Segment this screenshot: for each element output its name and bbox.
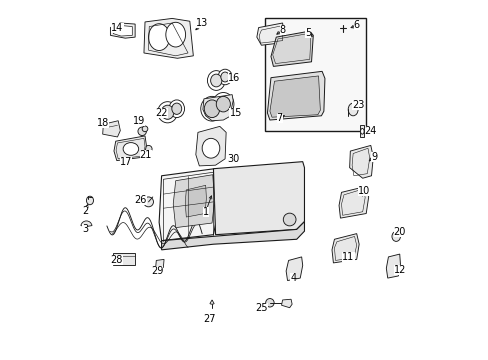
Ellipse shape [201, 96, 223, 121]
Text: 6: 6 [353, 21, 359, 31]
Text: 9: 9 [370, 152, 377, 162]
Polygon shape [173, 175, 214, 228]
Ellipse shape [283, 213, 295, 226]
Ellipse shape [221, 72, 229, 82]
Text: 3: 3 [82, 224, 88, 234]
Text: 16: 16 [227, 73, 240, 83]
Ellipse shape [161, 105, 174, 119]
Text: 30: 30 [226, 154, 239, 164]
Text: 21: 21 [139, 150, 152, 160]
Text: 5: 5 [304, 27, 310, 37]
Wedge shape [209, 300, 214, 304]
Text: 2: 2 [82, 206, 88, 216]
Ellipse shape [123, 143, 139, 155]
Text: 20: 20 [393, 227, 405, 237]
Ellipse shape [210, 74, 222, 87]
Text: 13: 13 [196, 18, 208, 28]
Ellipse shape [158, 102, 177, 123]
Polygon shape [113, 26, 132, 36]
Polygon shape [155, 259, 164, 268]
Polygon shape [110, 23, 135, 38]
Polygon shape [102, 121, 120, 137]
Ellipse shape [207, 71, 224, 90]
Ellipse shape [169, 100, 184, 118]
Ellipse shape [138, 127, 146, 136]
Polygon shape [331, 234, 358, 263]
Text: 15: 15 [229, 108, 242, 118]
Ellipse shape [216, 96, 230, 112]
Polygon shape [161, 222, 304, 250]
Polygon shape [349, 145, 372, 178]
Polygon shape [269, 76, 320, 117]
Polygon shape [195, 126, 225, 166]
Text: 11: 11 [342, 252, 354, 262]
Polygon shape [213, 162, 304, 235]
Ellipse shape [145, 145, 152, 153]
Text: 22: 22 [155, 108, 167, 118]
Polygon shape [338, 186, 368, 218]
Ellipse shape [265, 298, 274, 307]
Text: 12: 12 [393, 265, 405, 275]
Polygon shape [114, 136, 146, 161]
Ellipse shape [148, 24, 169, 50]
Text: 8: 8 [279, 25, 285, 35]
Text: 23: 23 [351, 100, 364, 110]
Text: 1: 1 [202, 207, 208, 217]
Ellipse shape [171, 103, 182, 114]
Ellipse shape [360, 129, 364, 134]
Polygon shape [203, 95, 233, 121]
Text: 24: 24 [364, 126, 376, 136]
Text: 25: 25 [255, 303, 267, 313]
Text: 19: 19 [132, 116, 144, 126]
Text: 26: 26 [134, 195, 146, 206]
Polygon shape [285, 257, 302, 280]
Ellipse shape [143, 197, 153, 207]
Text: 28: 28 [110, 256, 122, 265]
Polygon shape [159, 169, 216, 241]
Ellipse shape [347, 103, 357, 116]
Polygon shape [386, 254, 400, 278]
Text: 27: 27 [203, 314, 216, 324]
Polygon shape [267, 71, 324, 120]
Polygon shape [143, 18, 193, 58]
Ellipse shape [165, 22, 185, 47]
Polygon shape [281, 299, 291, 308]
Text: 29: 29 [150, 266, 163, 276]
Text: 10: 10 [358, 186, 370, 195]
Ellipse shape [202, 138, 219, 158]
Wedge shape [81, 221, 92, 226]
Text: 14: 14 [111, 23, 123, 33]
Text: 4: 4 [289, 273, 296, 283]
Bar [264, 18, 365, 131]
Polygon shape [270, 31, 313, 66]
Text: 18: 18 [96, 118, 108, 128]
Ellipse shape [86, 196, 93, 205]
Polygon shape [360, 125, 364, 137]
Polygon shape [256, 23, 285, 45]
Ellipse shape [212, 93, 233, 116]
Ellipse shape [391, 231, 400, 242]
Text: 17: 17 [120, 157, 132, 167]
Ellipse shape [142, 126, 147, 132]
Text: 7: 7 [276, 113, 283, 123]
Bar [113, 253, 135, 265]
Ellipse shape [204, 100, 219, 118]
Ellipse shape [218, 69, 232, 85]
Polygon shape [185, 185, 206, 217]
